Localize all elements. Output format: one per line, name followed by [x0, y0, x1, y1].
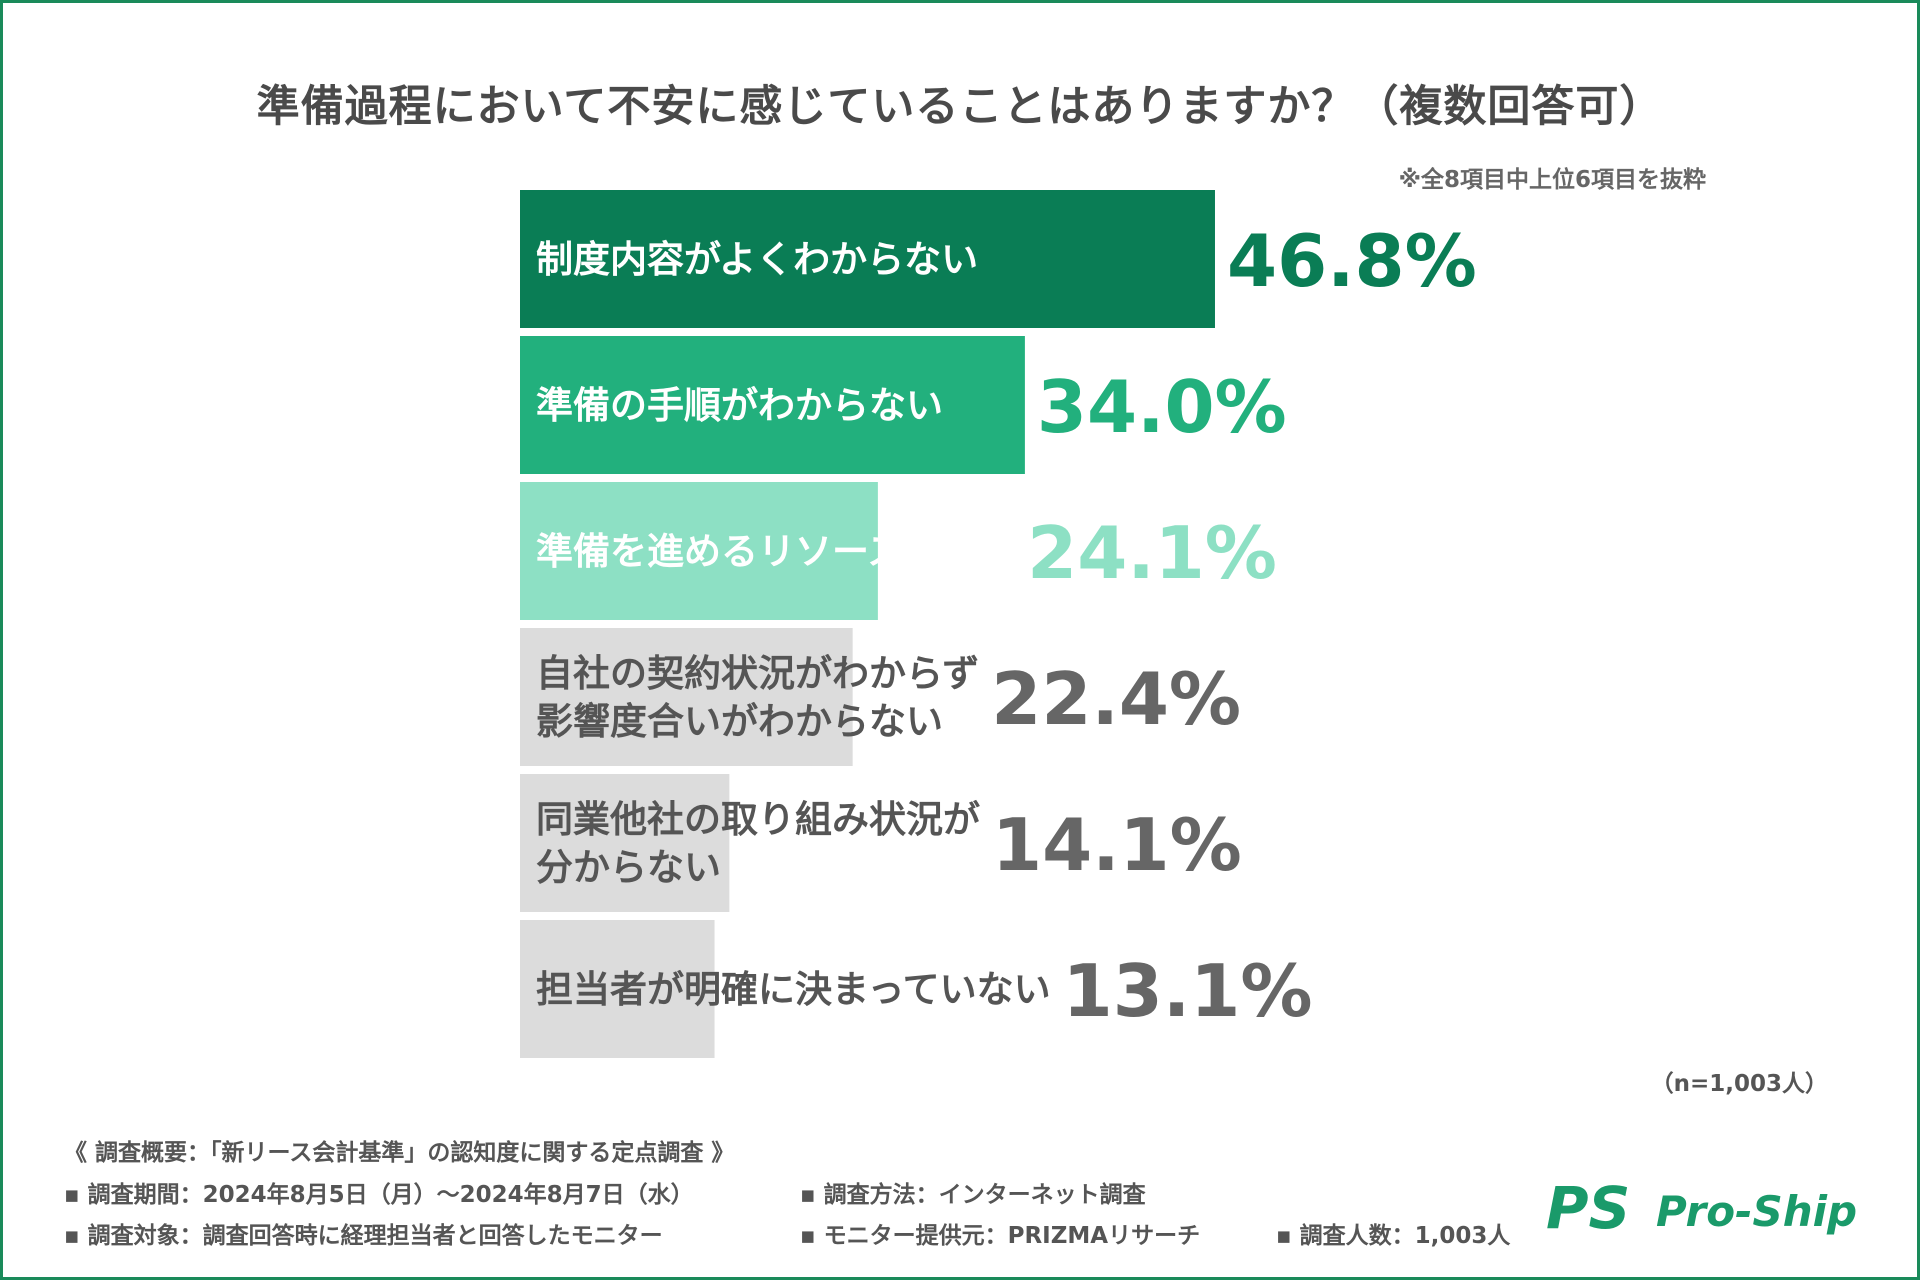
bar-6	[520, 920, 715, 1058]
value-label-4: 22.4%	[991, 657, 1241, 741]
monitor-provider: ▪ モニター提供元：PRIZMAリサーチ	[800, 1223, 1201, 1249]
survey-heading: 《 調査概要：「新リース会計基準」の認知度に関する定点調査 》	[64, 1140, 735, 1166]
pro-ship-logo: PS Pro-Ship	[1546, 1174, 1857, 1242]
value-label-5: 14.1%	[992, 803, 1242, 887]
value-label-3: 24.1%	[1027, 511, 1277, 595]
bar-label-4-line-1: 自社の契約状況がわからず	[536, 652, 979, 695]
bar-3	[520, 482, 878, 620]
chart-title: 準備過程において不安に感じていることはありますか？（複数回答可）	[256, 82, 1664, 132]
bar-2	[520, 336, 1025, 474]
bar-label-5-line-2: 分からない	[536, 846, 721, 889]
bar-label-4-line-2: 影響度合いがわからない	[536, 700, 943, 743]
bar-label-2: 準備の手順がわからない	[536, 384, 943, 427]
bar-label-6: 担当者が明確に決まっていない	[536, 968, 1051, 1011]
logo-text: Pro-Ship	[1656, 1187, 1857, 1236]
survey-target: ▪ 調査対象：調査回答時に経理担当者と回答したモニター	[64, 1223, 663, 1249]
bar-label-3: 準備を進めるリソースが無い	[536, 530, 1015, 573]
survey-method: ▪ 調査方法：インターネット調査	[800, 1182, 1146, 1208]
survey-count: ▪ 調査人数：1,003人	[1276, 1223, 1511, 1249]
bar-label-5-line-1: 同業他社の取り組み状況が	[536, 798, 980, 841]
value-label-6: 13.1%	[1063, 949, 1313, 1033]
value-label-1: 46.8%	[1227, 219, 1477, 303]
logo-mark: PS	[1546, 1174, 1630, 1242]
bar-5	[520, 774, 730, 912]
bar-1	[520, 190, 1215, 328]
sample-size: （n=1,003人）	[1650, 1071, 1828, 1097]
value-label-2: 34.0%	[1037, 365, 1287, 449]
bar-chart: 制度内容がよくわからない 46.8% 準備の手順がわからない 34.0% 準備を進めるリ…	[520, 190, 1477, 1058]
excerpt-note: ※全8項目中上位6項目を抜粋	[1398, 167, 1706, 193]
bar-label-1: 制度内容がよくわからない	[536, 238, 978, 281]
bar-4	[520, 628, 853, 766]
survey-period: ▪ 調査期間：2024年8月5日（月）～2024年8月7日（水）	[64, 1182, 694, 1208]
